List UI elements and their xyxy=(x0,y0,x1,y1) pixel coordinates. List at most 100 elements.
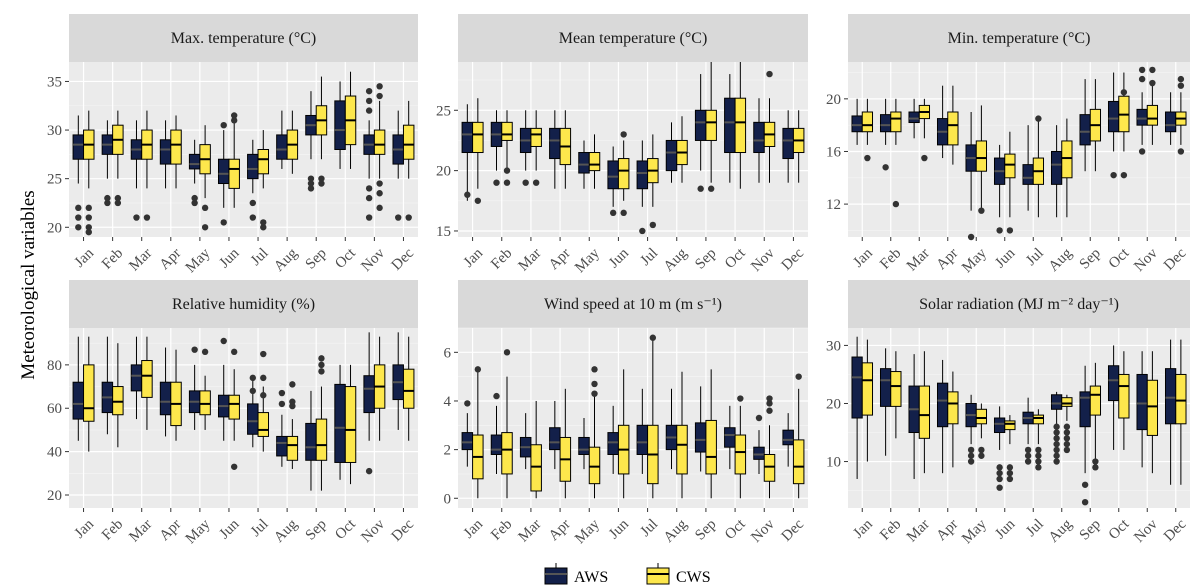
box-cws xyxy=(141,336,153,430)
x-tick-label: Nov xyxy=(748,245,778,275)
box-cws xyxy=(373,336,386,441)
outlier-point xyxy=(260,350,267,358)
x-tick-label: Jan xyxy=(461,516,487,542)
outlier-point xyxy=(649,221,657,229)
outlier-point xyxy=(307,180,315,187)
box-aws xyxy=(101,336,114,435)
x-tick-label: Feb xyxy=(877,245,904,272)
outlier-point xyxy=(114,194,122,202)
box-iqr xyxy=(1032,414,1045,425)
outlier-point xyxy=(1138,66,1146,74)
box-aws xyxy=(305,91,317,192)
outlier-point xyxy=(464,400,471,407)
outlier-point xyxy=(114,199,122,207)
x-tick-label: Jun xyxy=(606,516,632,542)
outlier-point xyxy=(220,121,227,129)
box-iqr xyxy=(1164,111,1177,133)
outlier-point xyxy=(1035,115,1042,122)
box-aws xyxy=(1136,66,1148,155)
box-cws xyxy=(1175,339,1187,485)
outlier-point xyxy=(365,185,373,192)
outlier-point xyxy=(376,92,383,100)
x-tick-label: Apr xyxy=(546,516,574,544)
box-iqr xyxy=(1175,373,1187,425)
outlier-point xyxy=(376,83,383,90)
outlier-point xyxy=(1053,458,1060,465)
legend: AWS CWS xyxy=(544,563,711,586)
y-tick-label: 4 xyxy=(444,394,452,410)
outlier-point xyxy=(260,374,267,382)
box-iqr xyxy=(782,429,794,446)
outlier-point xyxy=(1063,429,1071,436)
x-tick-label: Feb xyxy=(488,245,515,272)
box-aws xyxy=(879,98,892,171)
outlier-point xyxy=(1053,435,1060,442)
box-cws xyxy=(588,134,601,189)
box-cws xyxy=(918,351,931,474)
facet-strip xyxy=(69,280,418,328)
box-iqr xyxy=(1107,100,1120,133)
outlier-point xyxy=(591,380,598,388)
outlier-point xyxy=(85,228,92,236)
x-tick-label: Jul xyxy=(637,245,661,269)
box-cws xyxy=(947,371,959,468)
x-tick-label: Oct xyxy=(1106,245,1133,272)
box-cws xyxy=(792,110,805,183)
box-cws xyxy=(472,98,484,204)
box-iqr xyxy=(363,375,375,414)
box-cws xyxy=(890,98,902,208)
box-iqr xyxy=(1107,365,1120,402)
box-cws xyxy=(947,85,959,165)
outlier-point xyxy=(1149,66,1156,74)
outlier-point xyxy=(967,452,975,459)
x-tick-label: Jun xyxy=(992,516,1018,542)
box-iqr xyxy=(373,129,386,155)
outlier-point xyxy=(307,185,315,192)
box-iqr xyxy=(1146,104,1159,126)
box-cws xyxy=(373,83,386,212)
box-iqr xyxy=(72,134,85,160)
box-iqr xyxy=(305,422,317,461)
outlier-point xyxy=(395,214,402,221)
facet-title: Min. temperature (°C) xyxy=(948,30,1091,47)
box-aws xyxy=(130,120,143,221)
box-cws xyxy=(112,110,124,207)
box-iqr xyxy=(130,364,143,392)
outlier-point xyxy=(191,194,198,202)
box-cws xyxy=(559,388,572,499)
x-tick-label: Oct xyxy=(722,516,749,543)
box-iqr xyxy=(588,152,601,172)
outlier-point xyxy=(260,219,267,226)
box-aws xyxy=(217,121,230,226)
box-iqr xyxy=(1061,140,1073,179)
x-tick-label: Mar xyxy=(904,245,933,274)
y-tick-label: 30 xyxy=(826,338,841,354)
box-iqr xyxy=(549,427,561,451)
outlier-point xyxy=(1063,435,1071,442)
facet-strip xyxy=(69,14,418,62)
x-tick-label: Jul xyxy=(637,516,661,540)
outlier-point xyxy=(1081,498,1089,506)
outlier-point xyxy=(1035,464,1042,471)
box-iqr xyxy=(217,158,230,185)
box-iqr xyxy=(490,434,503,455)
box-aws xyxy=(665,388,678,470)
outlier-point xyxy=(318,355,325,362)
box-iqr xyxy=(617,158,630,190)
outlier-point xyxy=(289,381,296,388)
box-aws xyxy=(247,139,259,221)
outlier-point xyxy=(230,117,238,124)
outlier-point xyxy=(318,180,325,187)
outlier-point xyxy=(1063,446,1071,454)
x-tick-label: Apr xyxy=(546,245,574,273)
box-iqr xyxy=(334,383,346,463)
x-tick-label: Sep xyxy=(303,516,330,543)
box-iqr xyxy=(676,424,688,475)
box-iqr xyxy=(501,121,513,141)
box-cws xyxy=(676,116,688,183)
box-cws xyxy=(975,403,988,459)
box-iqr xyxy=(879,368,892,407)
outlier-point xyxy=(996,484,1003,491)
outlier-point xyxy=(1035,458,1042,465)
